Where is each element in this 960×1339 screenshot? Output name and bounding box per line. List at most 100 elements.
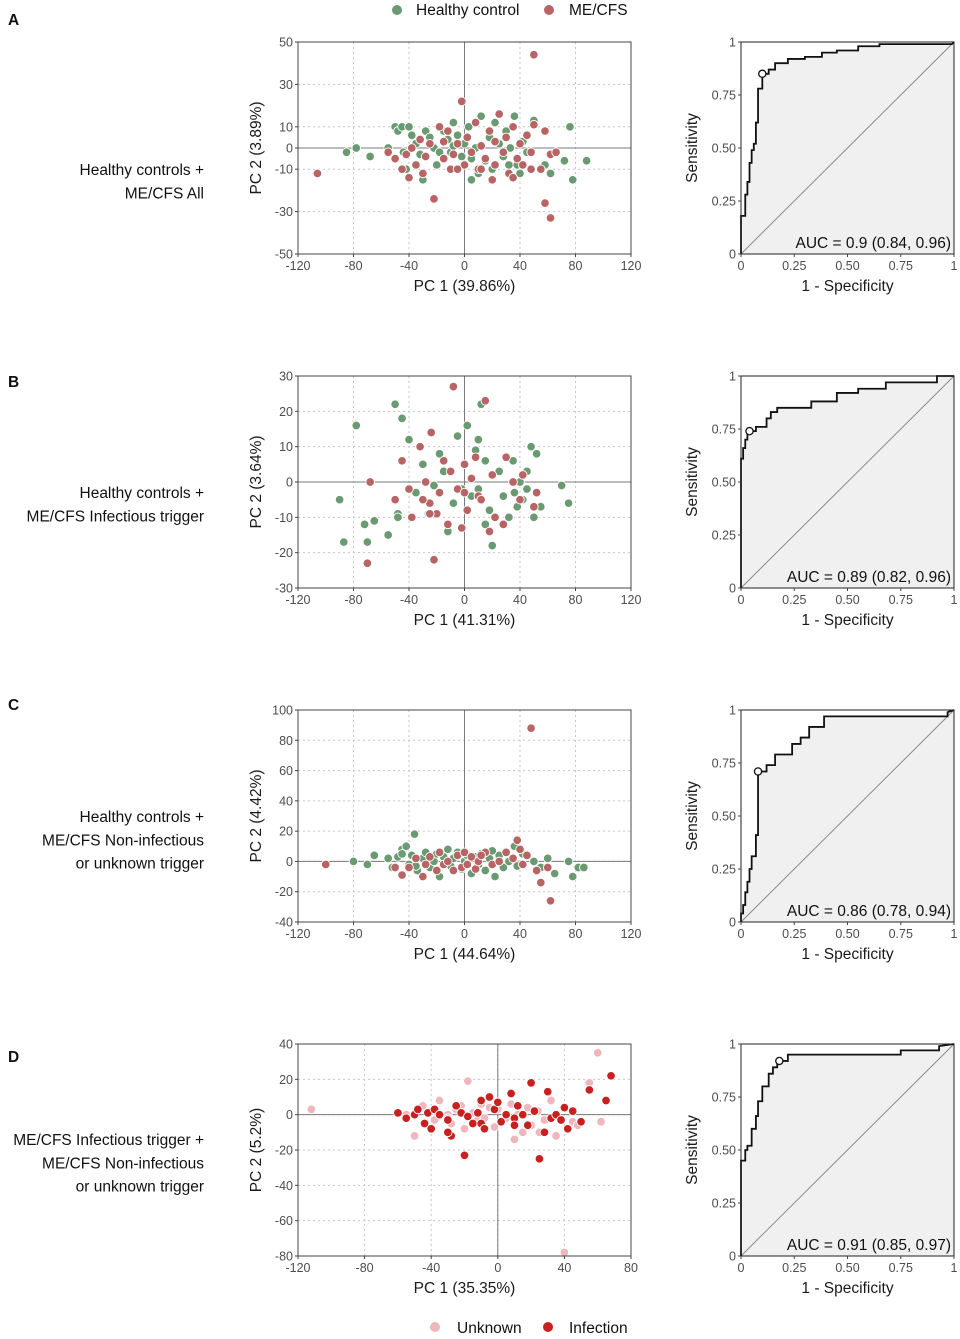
data-point (443, 1115, 453, 1125)
data-point (419, 1118, 430, 1129)
data-point (540, 126, 550, 136)
data-point (534, 1154, 545, 1164)
y-tick-label: 50 (279, 36, 293, 50)
data-point (429, 194, 439, 204)
row-label-line: ME/CFS All (125, 185, 204, 202)
data-point (526, 147, 536, 157)
data-point (468, 1118, 478, 1129)
y-tick-label: 80 (279, 734, 293, 748)
data-point (434, 122, 445, 132)
data-point (443, 519, 453, 530)
data-point (404, 434, 414, 445)
data-point (476, 111, 486, 121)
y-tick-label: 20 (279, 825, 293, 839)
data-point (411, 160, 421, 170)
data-point (543, 862, 553, 873)
data-point (596, 1116, 606, 1127)
data-point (420, 477, 431, 487)
series-mecfs (321, 723, 556, 906)
roc-y-tick-label: 1 (729, 36, 736, 50)
data-point (584, 1085, 595, 1095)
data-point (562, 1124, 573, 1134)
data-point (390, 153, 400, 164)
y-tick-label: -30 (275, 582, 293, 596)
data-point (490, 512, 500, 523)
data-point (487, 175, 498, 185)
data-point (518, 1127, 528, 1138)
y-axis-label: PC 2 (4.42%) (248, 769, 265, 862)
data-point (362, 537, 373, 547)
roc-x-tick-label: 0 (738, 1261, 745, 1275)
x-tick-label: 80 (569, 259, 583, 273)
data-point (509, 1134, 520, 1145)
roc-curve (740, 375, 954, 588)
roc-diagonal (740, 709, 955, 923)
data-point (526, 441, 536, 452)
data-point (466, 147, 477, 157)
roc-auc-text: AUC = 0.9 (0.84, 0.96) (795, 235, 951, 252)
data-point (476, 850, 486, 861)
y-tick-label: -20 (275, 546, 293, 560)
data-point (438, 136, 449, 147)
data-point (462, 132, 473, 143)
data-point (418, 871, 428, 882)
data-point (466, 175, 477, 185)
data-point (592, 1048, 603, 1058)
data-point (348, 856, 359, 867)
data-point (397, 413, 407, 424)
data-point (494, 109, 504, 119)
data-point (418, 494, 428, 505)
legend-infection-label: Infection (569, 1320, 628, 1337)
data-point (390, 494, 400, 505)
x-axis-label: PC 1 (35.35%) (414, 1280, 516, 1297)
data-point (443, 844, 453, 855)
x-tick-label: -120 (285, 593, 310, 607)
data-point (484, 526, 495, 537)
x-tick-label: -40 (400, 259, 418, 273)
data-point (518, 859, 528, 870)
data-point (390, 399, 400, 410)
data-point (487, 470, 498, 480)
series-unknown (306, 1048, 606, 1258)
x-tick-label: 120 (621, 593, 642, 607)
data-point (365, 477, 375, 487)
data-point (476, 164, 486, 174)
data-point (490, 117, 500, 128)
x-axis-label: PC 1 (41.31%) (414, 612, 516, 629)
series-healthy (334, 399, 574, 551)
data-point (543, 1086, 553, 1097)
data-point (513, 1101, 523, 1111)
data-point (518, 1109, 528, 1120)
roc-auc-text: AUC = 0.89 (0.82, 0.96) (787, 569, 951, 586)
data-point (420, 859, 431, 870)
x-tick-label: 120 (621, 259, 642, 273)
data-point (509, 487, 520, 498)
legend-infection-swatch (542, 1321, 554, 1333)
data-point (508, 477, 518, 487)
data-point (567, 1106, 578, 1116)
data-point (515, 139, 525, 149)
panel-D: D ME/CFS Infectious trigger + ME/CFS Non-i… (8, 1038, 958, 1298)
data-point (321, 859, 331, 870)
data-point (407, 143, 417, 153)
x-tick-label: -120 (285, 1261, 310, 1275)
data-point (480, 519, 491, 530)
data-point (559, 1102, 570, 1113)
roc-y-tick-label: 0.50 (712, 810, 736, 824)
data-point (508, 122, 518, 132)
data-point (415, 441, 425, 452)
data-point (565, 122, 575, 132)
x-tick-label: -40 (422, 1261, 440, 1275)
data-point (448, 381, 459, 392)
data-point (452, 431, 463, 441)
data-point (501, 132, 511, 143)
data-point (434, 1095, 445, 1106)
data-point (407, 512, 417, 523)
roc-x-tick-label: 0.75 (889, 593, 913, 607)
x-tick-label: 120 (621, 927, 642, 941)
roc-x-tick-label: 1 (951, 927, 958, 941)
roc-diagonal (740, 375, 955, 589)
